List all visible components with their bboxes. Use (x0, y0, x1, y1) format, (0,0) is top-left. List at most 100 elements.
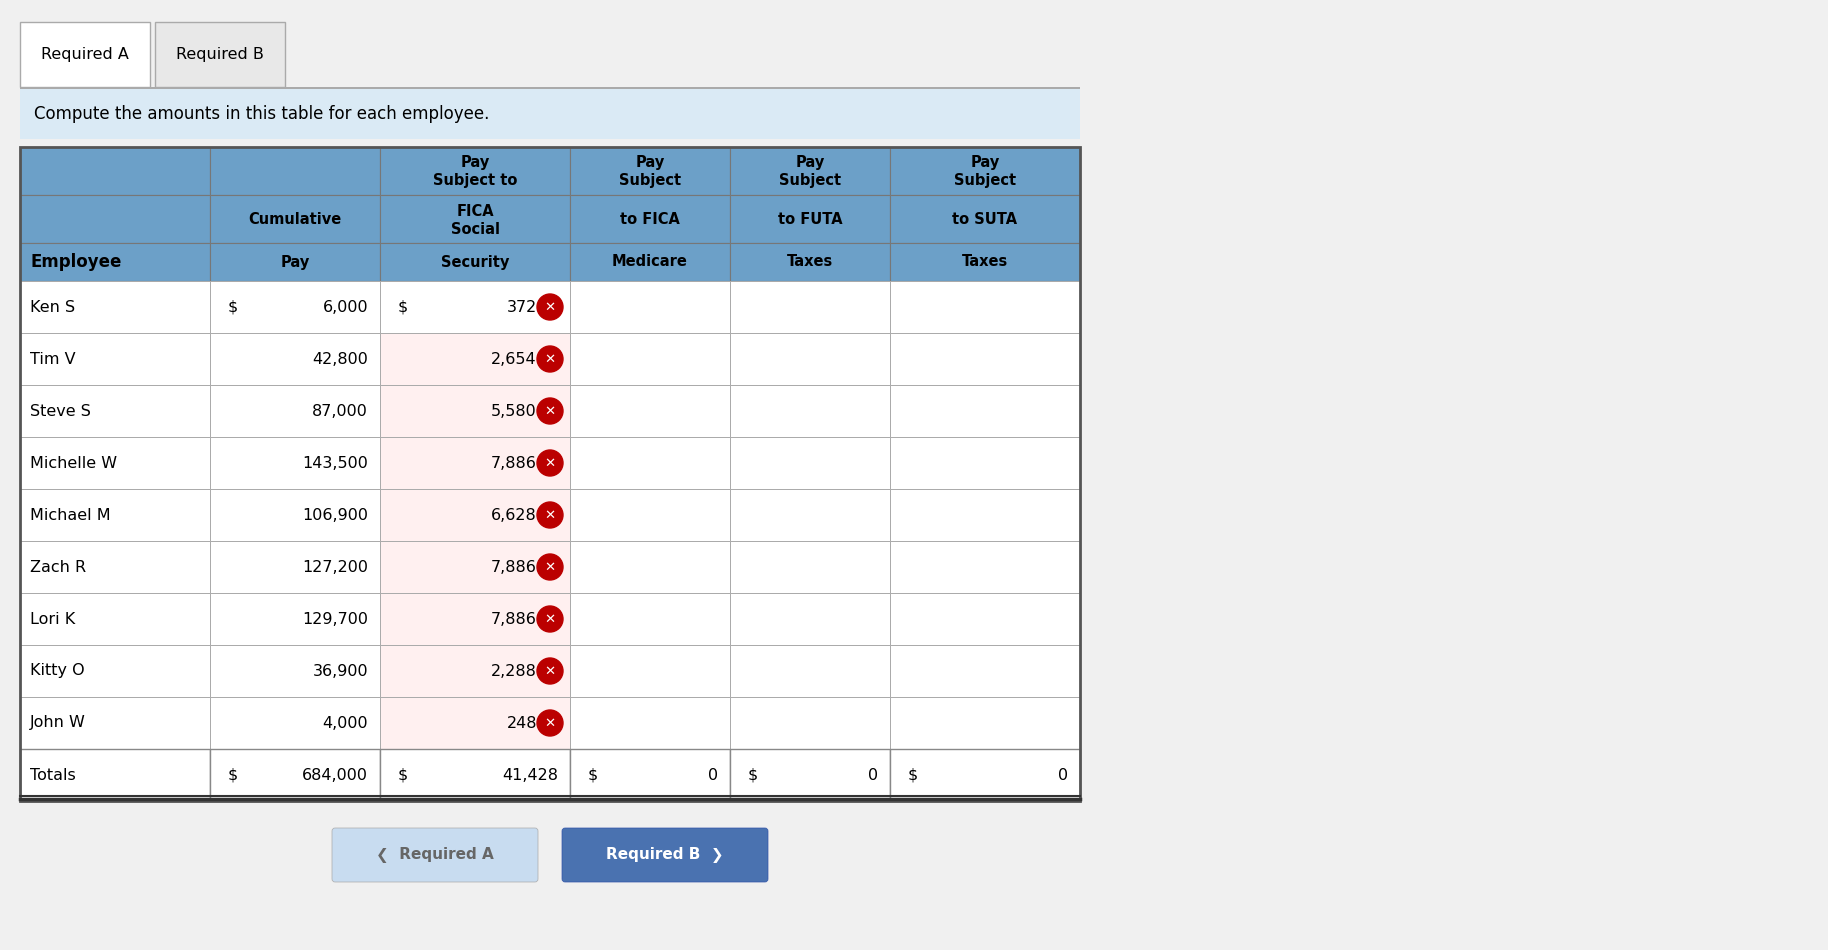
Bar (890, 593, 1080, 645)
Text: 127,200: 127,200 (302, 560, 367, 575)
Bar (380, 645, 570, 697)
Text: 0: 0 (707, 768, 718, 783)
Circle shape (537, 606, 563, 632)
Bar (890, 195, 1080, 243)
Bar (20, 645, 210, 697)
Text: 4,000: 4,000 (322, 715, 367, 731)
Text: ✕: ✕ (545, 405, 556, 417)
Text: 42,800: 42,800 (313, 352, 367, 367)
Bar (890, 645, 1080, 697)
Bar (210, 437, 380, 489)
Text: $: $ (228, 768, 238, 783)
Bar (570, 385, 729, 437)
Bar (210, 541, 380, 593)
Text: ✕: ✕ (545, 300, 556, 314)
Bar (729, 437, 890, 489)
Text: Employee: Employee (29, 253, 121, 271)
Text: ✕: ✕ (545, 560, 556, 574)
Bar (890, 541, 1080, 593)
Text: Taxes: Taxes (786, 255, 834, 270)
Text: 2,654: 2,654 (492, 352, 537, 367)
Bar (729, 147, 890, 195)
Bar (155, 22, 285, 87)
Bar (380, 697, 570, 749)
Text: to SUTA: to SUTA (952, 212, 1018, 226)
Text: 87,000: 87,000 (313, 404, 367, 419)
Bar (20, 22, 150, 87)
Text: Pay: Pay (795, 156, 824, 170)
Text: ❮  Required A: ❮ Required A (377, 847, 494, 863)
Text: Social: Social (450, 221, 499, 237)
Text: Michael M: Michael M (29, 507, 112, 522)
Bar (890, 333, 1080, 385)
Text: to FUTA: to FUTA (777, 212, 843, 226)
Bar (20, 541, 210, 593)
Bar (729, 243, 890, 281)
Bar (890, 489, 1080, 541)
Bar (210, 593, 380, 645)
Text: FICA: FICA (457, 203, 494, 218)
Bar (380, 333, 570, 385)
Text: Ken S: Ken S (29, 299, 75, 314)
Bar (20, 87, 1080, 89)
Text: 143,500: 143,500 (302, 455, 367, 470)
Text: Pay: Pay (461, 156, 490, 170)
Text: Kitty O: Kitty O (29, 663, 84, 678)
Text: ✕: ✕ (545, 352, 556, 366)
Bar (380, 437, 570, 489)
Circle shape (537, 398, 563, 424)
Text: 106,900: 106,900 (302, 507, 367, 522)
Circle shape (537, 658, 563, 684)
Bar (570, 749, 729, 801)
Text: Subject to: Subject to (433, 174, 517, 188)
Text: Pay: Pay (971, 156, 1000, 170)
Bar (380, 489, 570, 541)
Text: Tim V: Tim V (29, 352, 75, 367)
Text: Pay: Pay (636, 156, 665, 170)
Bar (729, 749, 890, 801)
Text: Required B: Required B (175, 47, 263, 62)
Bar (570, 243, 729, 281)
Circle shape (537, 346, 563, 372)
Bar (380, 593, 570, 645)
Bar (729, 593, 890, 645)
Bar (20, 147, 210, 195)
Bar (20, 593, 210, 645)
Bar (20, 489, 210, 541)
Bar (380, 243, 570, 281)
Bar (890, 243, 1080, 281)
Bar (380, 541, 570, 593)
Text: 248: 248 (506, 715, 537, 731)
Bar (210, 697, 380, 749)
Bar (890, 697, 1080, 749)
Text: ✕: ✕ (545, 664, 556, 677)
Bar (570, 697, 729, 749)
Bar (729, 489, 890, 541)
Text: to FICA: to FICA (620, 212, 680, 226)
Bar (20, 195, 210, 243)
Text: Security: Security (441, 255, 510, 270)
Text: Michelle W: Michelle W (29, 455, 117, 470)
Bar (570, 593, 729, 645)
Bar (890, 147, 1080, 195)
Bar (210, 243, 380, 281)
Bar (570, 645, 729, 697)
Text: $: $ (748, 768, 759, 783)
Bar (380, 147, 570, 195)
Text: 372: 372 (506, 299, 537, 314)
Text: $: $ (589, 768, 598, 783)
Bar (20, 147, 1080, 801)
Bar (210, 333, 380, 385)
Bar (570, 333, 729, 385)
Bar (380, 195, 570, 243)
Bar (729, 195, 890, 243)
Bar (380, 749, 570, 801)
Bar (210, 281, 380, 333)
Bar (20, 243, 210, 281)
Bar (380, 281, 570, 333)
Bar (729, 385, 890, 437)
Text: 36,900: 36,900 (313, 663, 367, 678)
Text: 5,580: 5,580 (492, 404, 537, 419)
Bar (729, 333, 890, 385)
Text: John W: John W (29, 715, 86, 731)
